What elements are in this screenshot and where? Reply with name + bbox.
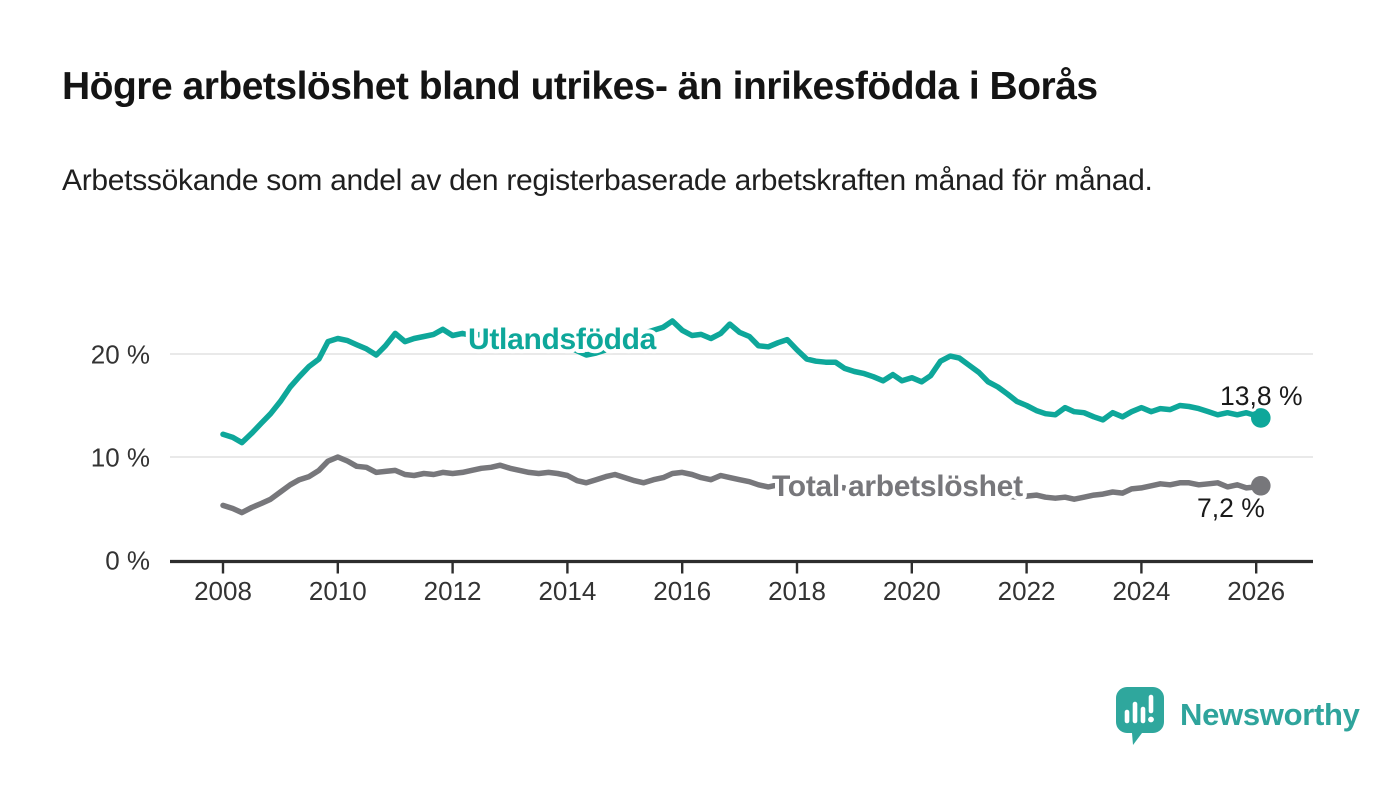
series-end-value-total-arbetsloshet: 7,2 % [1197, 493, 1265, 523]
speech-bubble-shape [1116, 687, 1164, 745]
brand-footer: Newsworthy [1113, 684, 1360, 746]
y-axis-label: 0 % [105, 546, 150, 576]
series-end-value-utlandsfodda: 13,8 % [1220, 381, 1303, 411]
x-axis-label: 2024 [1112, 576, 1170, 606]
x-axis-label: 2026 [1227, 576, 1285, 606]
series-end-dot-total-arbetsloshet [1251, 476, 1271, 496]
x-axis-label: 2020 [883, 576, 941, 606]
y-axis-label: 20 % [91, 340, 150, 370]
brand-name: Newsworthy [1180, 697, 1360, 732]
x-axis-label: 2016 [653, 576, 711, 606]
page-subtitle: Arbetssökande som andel av den registerb… [62, 164, 1153, 197]
series-line-utlandsfodda [220, 318, 1264, 446]
x-axis-label: 2010 [309, 576, 367, 606]
newsworthy-logo-icon [1116, 687, 1164, 745]
series-inline-label-total-arbetsloshet: Total arbetslöshet [772, 470, 1023, 503]
x-axis-label: 2012 [424, 576, 482, 606]
series-line-total-arbetsloshet [220, 454, 1264, 516]
series-inline-label-utlandsfodda: Utlandsfödda [468, 323, 657, 356]
x-axis-label: 2022 [998, 576, 1056, 606]
x-axis-label: 2018 [768, 576, 826, 606]
page-title: Högre arbetslöshet bland utrikes- än inr… [62, 65, 1098, 108]
y-axis-label: 10 % [91, 443, 150, 473]
x-axis-label: 2014 [538, 576, 596, 606]
x-axis-label: 2008 [194, 576, 252, 606]
series-end-dot-utlandsfodda [1251, 408, 1271, 428]
